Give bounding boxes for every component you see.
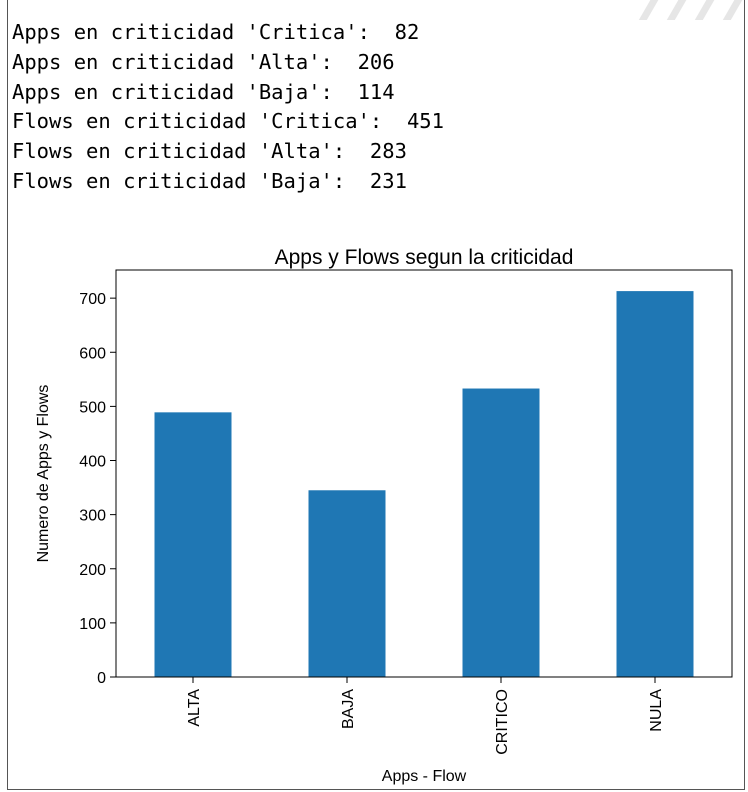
y-tick-label: 0 xyxy=(97,670,106,687)
bar-critico xyxy=(462,388,540,677)
bar-alta xyxy=(154,412,232,677)
console-line: Flows en criticidad 'Baja': 231 xyxy=(12,168,407,193)
bar-chart: Apps y Flows segun la criticidad 0 100 200… xyxy=(35,246,733,785)
console-line: Apps en criticidad 'Critica': 82 xyxy=(12,20,420,44)
console-line: Apps en criticidad 'Baja': 114 xyxy=(12,79,395,104)
x-axis-ticks: ALTA BAJA CRITICO NULA xyxy=(186,677,665,755)
x-tick-label: ALTA xyxy=(186,689,203,727)
console-line: Flows en criticidad 'Alta': 283 xyxy=(12,139,407,164)
x-tick-label: BAJA xyxy=(340,689,357,729)
y-tick-label: 300 xyxy=(79,508,106,525)
x-tick-label: CRITICO xyxy=(494,689,511,755)
bar-nula xyxy=(616,291,694,677)
y-axis-label: Numero de Apps y Flows xyxy=(35,385,52,563)
y-tick-label: 500 xyxy=(79,399,106,416)
x-tick-label: NULA xyxy=(648,689,665,732)
y-axis-ticks: 0 100 200 300 400 500 600 700 xyxy=(79,291,116,687)
chart-title: Apps y Flows segun la criticidad xyxy=(275,246,574,269)
y-tick-label: 400 xyxy=(79,454,106,471)
decorative-stripes xyxy=(618,0,748,20)
bar-baja xyxy=(308,490,386,677)
bars-group xyxy=(154,291,694,677)
y-tick-label: 200 xyxy=(79,562,106,579)
console-line: Apps en criticidad 'Alta': 206 xyxy=(12,49,395,74)
y-tick-label: 100 xyxy=(79,616,106,633)
y-tick-label: 600 xyxy=(79,345,106,362)
y-tick-label: 700 xyxy=(79,291,106,308)
plot-frame xyxy=(115,269,733,678)
x-axis-label: Apps - Flow xyxy=(382,768,467,785)
console-line: Flows en criticidad 'Critica': 451 xyxy=(12,109,444,134)
console-output: Apps en criticidad 'Critica': 82 Apps en… xyxy=(12,18,444,197)
